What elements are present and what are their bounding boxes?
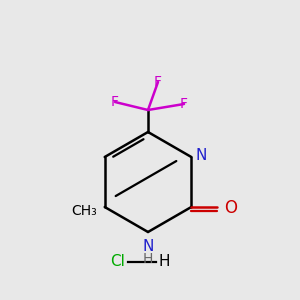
Text: Cl: Cl <box>111 254 125 269</box>
Text: H: H <box>158 254 170 269</box>
Text: F: F <box>154 75 162 89</box>
Text: N: N <box>195 148 207 164</box>
Text: F: F <box>111 95 119 109</box>
Text: H: H <box>143 252 153 266</box>
Text: O: O <box>224 199 237 217</box>
Text: F: F <box>180 97 188 111</box>
Text: CH₃: CH₃ <box>71 204 97 218</box>
Text: N: N <box>142 239 154 254</box>
